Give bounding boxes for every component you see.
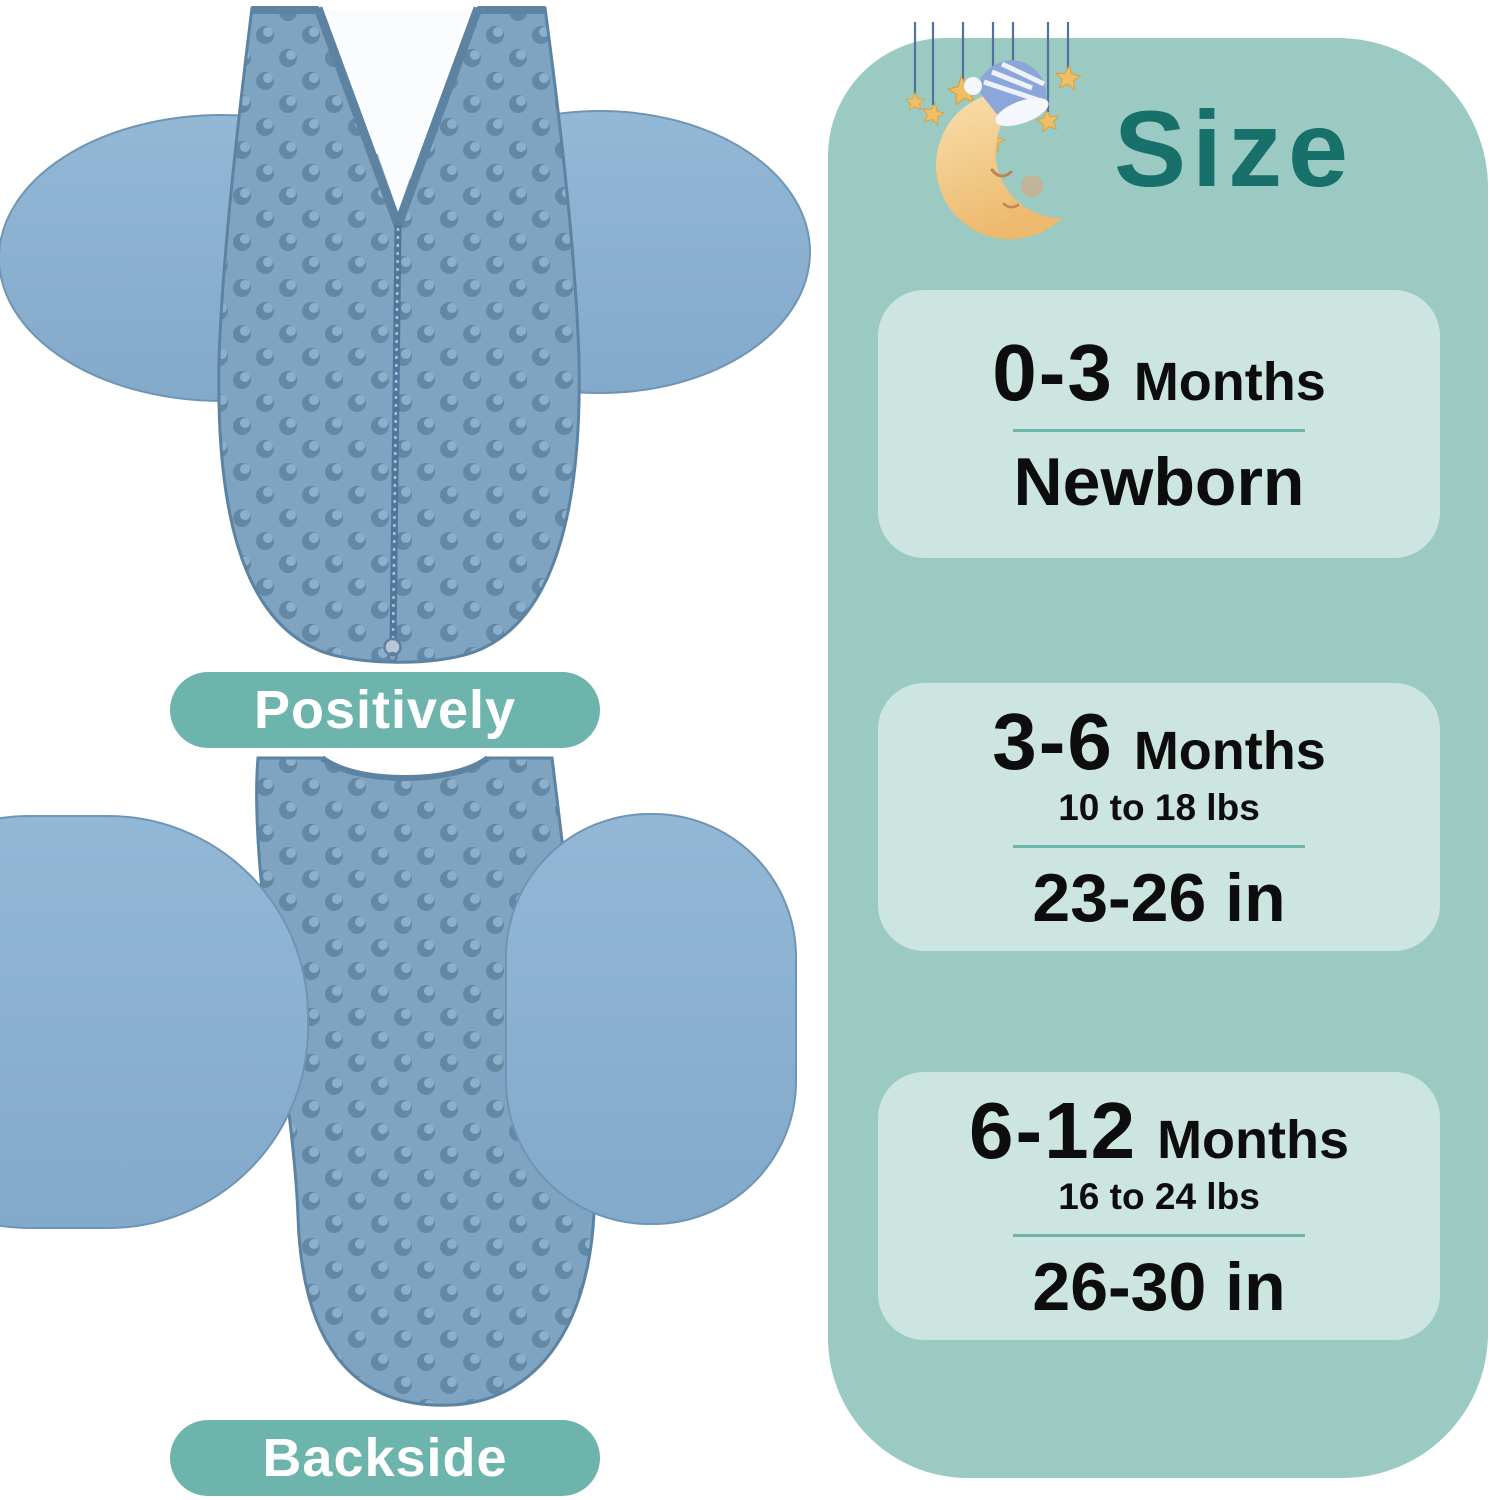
size-row-6-12-months: 6-12 Months 16 to 24 lbs 26-30 in xyxy=(878,1072,1440,1340)
zipper-teeth xyxy=(391,227,400,643)
divider-line xyxy=(1013,844,1305,848)
crescent-moon xyxy=(936,91,1062,240)
swaddle-front-illustration xyxy=(0,6,811,664)
age-range: 0-3 xyxy=(992,327,1114,417)
size-row-0-3-months: 0-3 Months Newborn xyxy=(878,290,1440,558)
length-or-stage: 23-26 in xyxy=(1032,859,1286,936)
age-range-row: 3-6 Months xyxy=(992,702,1326,782)
swaddle-wing-right-folded xyxy=(505,813,797,1225)
length-or-stage: 26-30 in xyxy=(1032,1248,1286,1325)
size-panel: Size 0-3 Months Newborn 3-6 Months 10 to… xyxy=(828,22,1488,1478)
divider-line xyxy=(1013,1233,1305,1237)
size-row-3-6-months: 3-6 Months 10 to 18 lbs 23-26 in xyxy=(878,683,1440,951)
neck-lining-white xyxy=(327,10,469,212)
moon-blush xyxy=(1021,175,1043,197)
length-or-stage: Newborn xyxy=(1013,443,1305,520)
moon-stars-illustration xyxy=(880,22,1120,257)
moon-face xyxy=(990,168,1020,209)
age-unit: Months xyxy=(1157,1110,1350,1171)
weight-range: 10 to 18 lbs xyxy=(1058,787,1260,829)
weight-range: 16 to 24 lbs xyxy=(1058,1176,1260,1218)
age-range: 6-12 xyxy=(968,1086,1138,1176)
divider-line xyxy=(1013,428,1305,432)
age-unit: Months xyxy=(1133,721,1326,782)
product-back-figure xyxy=(0,752,830,1452)
zipper-pull xyxy=(383,637,402,657)
age-range-row: 6-12 Months xyxy=(969,1091,1349,1171)
product-front-figure xyxy=(0,0,830,745)
front-view-label-badge: Positively xyxy=(170,672,600,748)
zipper xyxy=(389,224,402,646)
back-view-label-badge: Backside xyxy=(170,1420,600,1496)
swaddle-back-illustration xyxy=(0,755,797,1407)
age-range: 3-6 xyxy=(992,697,1114,787)
age-unit: Months xyxy=(1133,351,1326,412)
size-panel-title: Size xyxy=(1114,88,1355,209)
age-range-row: 0-3 Months xyxy=(992,327,1326,417)
back-neck-trim xyxy=(320,755,490,782)
sleeping-moon-icon xyxy=(905,22,1082,240)
nightcap-icon xyxy=(964,60,1049,127)
star-strings xyxy=(913,22,1070,132)
swaddle-wing-left-folded xyxy=(0,815,309,1229)
zipper-pull-ring xyxy=(387,651,398,663)
